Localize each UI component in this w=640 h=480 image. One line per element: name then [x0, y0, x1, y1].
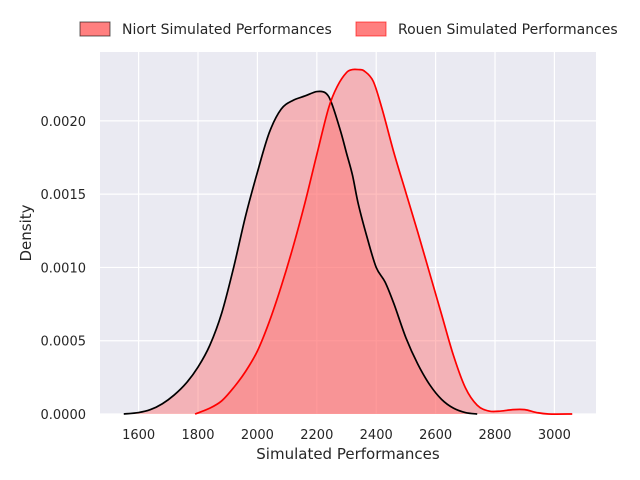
y-axis-ticks: 0.0000 0.0005 0.0010 0.0015 0.0020	[41, 115, 87, 423]
x-tick-label: 2200	[300, 428, 333, 443]
x-tick-label: 1600	[122, 428, 155, 443]
series-0-line	[123, 90, 478, 415]
plot-area	[100, 52, 596, 414]
legend-swatch-rouen	[355, 21, 387, 37]
y-tick-label: 0.0010	[41, 261, 87, 276]
series-1-line	[194, 68, 573, 415]
series-0-area	[123, 91, 478, 414]
y-tick-label: 0.0005	[41, 335, 87, 350]
y-axis-title: Density	[17, 204, 35, 261]
x-tick-label: 2400	[360, 428, 393, 443]
legend-item-rouen: Rouen Simulated Performances	[355, 21, 618, 38]
y-tick-label: 0.0000	[41, 408, 87, 423]
x-tick-label: 2000	[241, 428, 274, 443]
y-tick-label: 0.0020	[41, 115, 87, 130]
legend-label-niort: Niort Simulated Performances	[122, 22, 332, 38]
x-axis-title: Simulated Performances	[256, 445, 440, 463]
grid	[100, 52, 596, 415]
series-1-area	[195, 69, 573, 415]
legend-item-niort: Niort Simulated Performances	[79, 21, 332, 38]
legend-swatch-niort	[79, 21, 111, 37]
y-tick-label: 0.0015	[41, 188, 87, 203]
legend: Niort Simulated Performances Rouen Simul…	[79, 21, 618, 38]
legend-label-rouen: Rouen Simulated Performances	[398, 22, 618, 38]
series-layer	[123, 68, 573, 415]
x-tick-label: 3000	[538, 428, 571, 443]
x-tick-label: 2600	[419, 428, 452, 443]
x-tick-label: 2800	[478, 428, 511, 443]
x-axis-ticks: 1600 1800 2000 2200 2400 2600 2800 3000	[122, 428, 571, 443]
x-tick-label: 1800	[181, 428, 214, 443]
